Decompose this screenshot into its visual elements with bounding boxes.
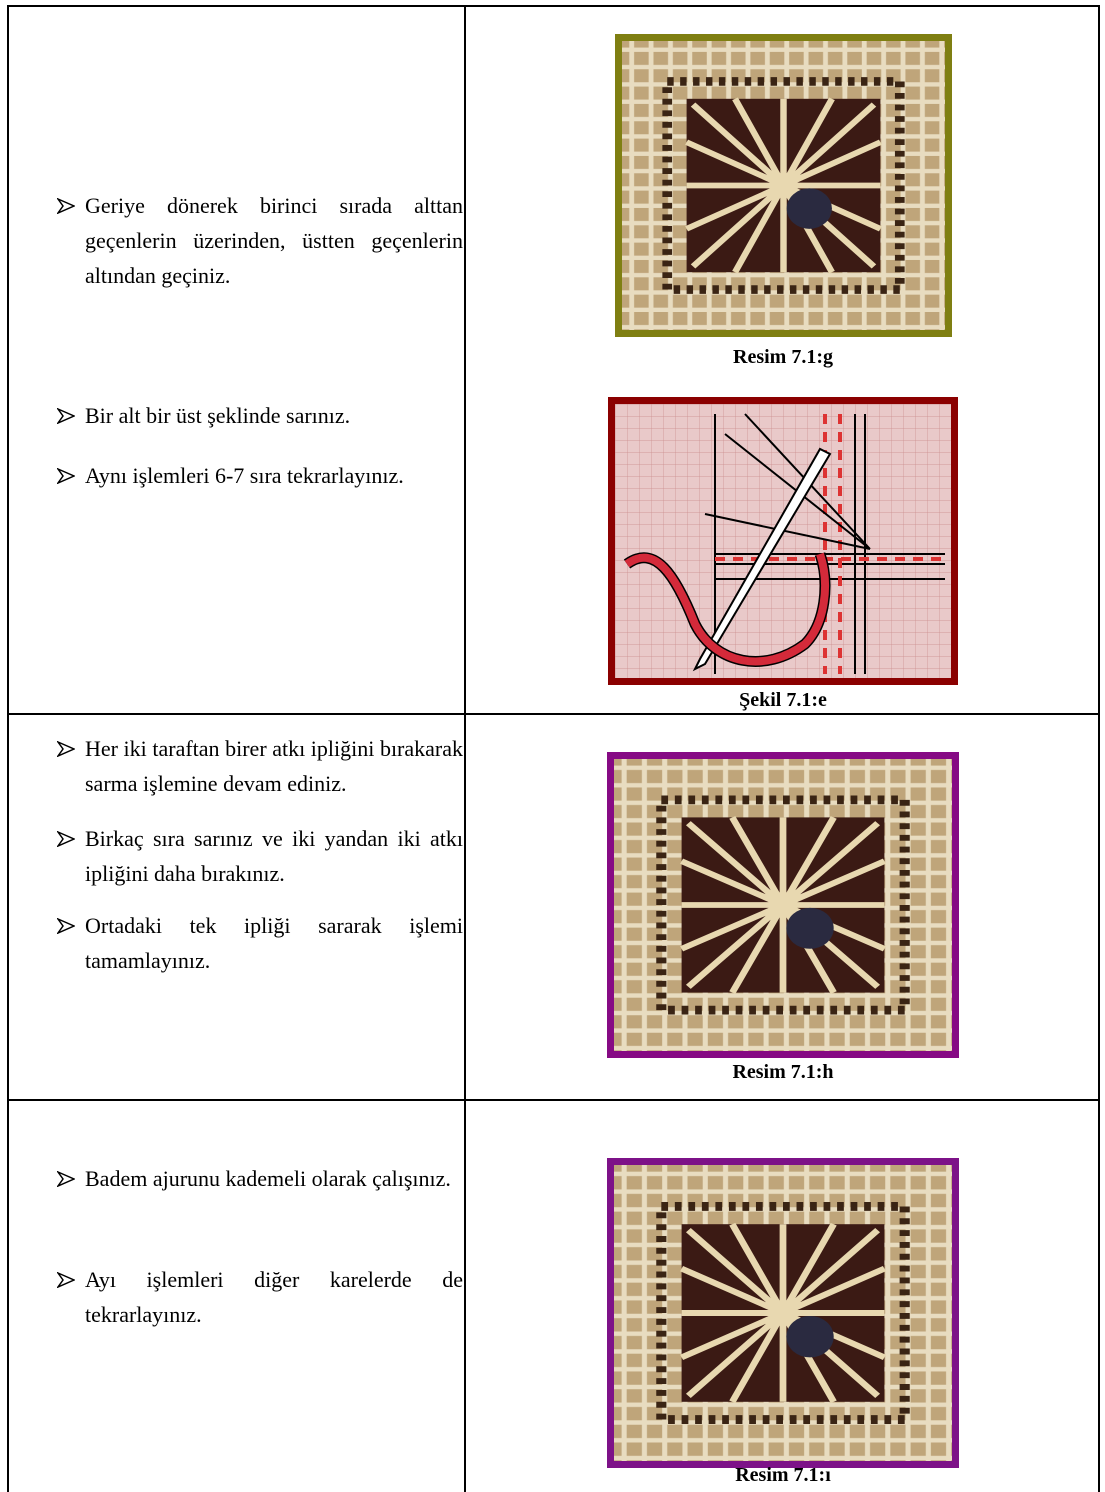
step-text: Ayı işlemleri diğer karelerde de tekrarl… — [85, 1267, 463, 1327]
step-text: Birkaç sıra sarınız ve iki yandan iki at… — [85, 826, 463, 886]
caption: Resim 7.1:g — [733, 346, 833, 368]
step: Aynı işlemleri 6-7 sıra tekrarlayınız. — [57, 458, 463, 493]
bullet — [57, 198, 75, 214]
step-text: Geriye dönerek birinci sırada alttan geç… — [85, 193, 463, 288]
bullet — [57, 1272, 75, 1288]
bullet — [57, 741, 75, 757]
step: Her iki taraftan birer atkı ipliğini bır… — [57, 731, 463, 801]
caption: Resim 7.1:h — [732, 1061, 834, 1083]
bullet — [57, 1171, 75, 1187]
photo — [615, 34, 952, 337]
step: Ayı işlemleri diğer karelerde de tekrarl… — [57, 1262, 463, 1332]
step-text: Badem ajurunu kademeli olarak çalışınız. — [85, 1166, 451, 1191]
bullet — [57, 831, 75, 847]
row-divider — [7, 713, 1100, 715]
photo — [607, 752, 959, 1058]
step-text: Bir alt bir üst şeklinde sarınız. — [85, 403, 351, 428]
step: Geriye dönerek birinci sırada alttan geç… — [57, 188, 463, 293]
caption: Şekil 7.1:e — [739, 689, 827, 711]
step: Badem ajurunu kademeli olarak çalışınız. — [57, 1161, 463, 1196]
table-border — [1098, 5, 1100, 1492]
step-text: Aynı işlemleri 6-7 sıra tekrarlayınız. — [85, 463, 404, 488]
diagram — [608, 397, 958, 685]
bullet — [57, 468, 75, 484]
step-text: Ortadaki tek ipliği sararak işlemi tamam… — [85, 913, 463, 973]
bullet — [57, 918, 75, 934]
column-divider — [464, 5, 466, 1492]
step: Bir alt bir üst şeklinde sarınız. — [57, 398, 463, 433]
table-border — [7, 5, 9, 1492]
table-border — [7, 5, 1100, 7]
step: Birkaç sıra sarınız ve iki yandan iki at… — [57, 821, 463, 891]
photo — [607, 1158, 959, 1468]
bullet — [57, 408, 75, 424]
step-text: Her iki taraftan birer atkı ipliğini bır… — [85, 736, 463, 796]
row-divider — [7, 1099, 1100, 1101]
caption: Resim 7.1:ı — [735, 1464, 831, 1486]
step: Ortadaki tek ipliği sararak işlemi tamam… — [57, 908, 463, 978]
